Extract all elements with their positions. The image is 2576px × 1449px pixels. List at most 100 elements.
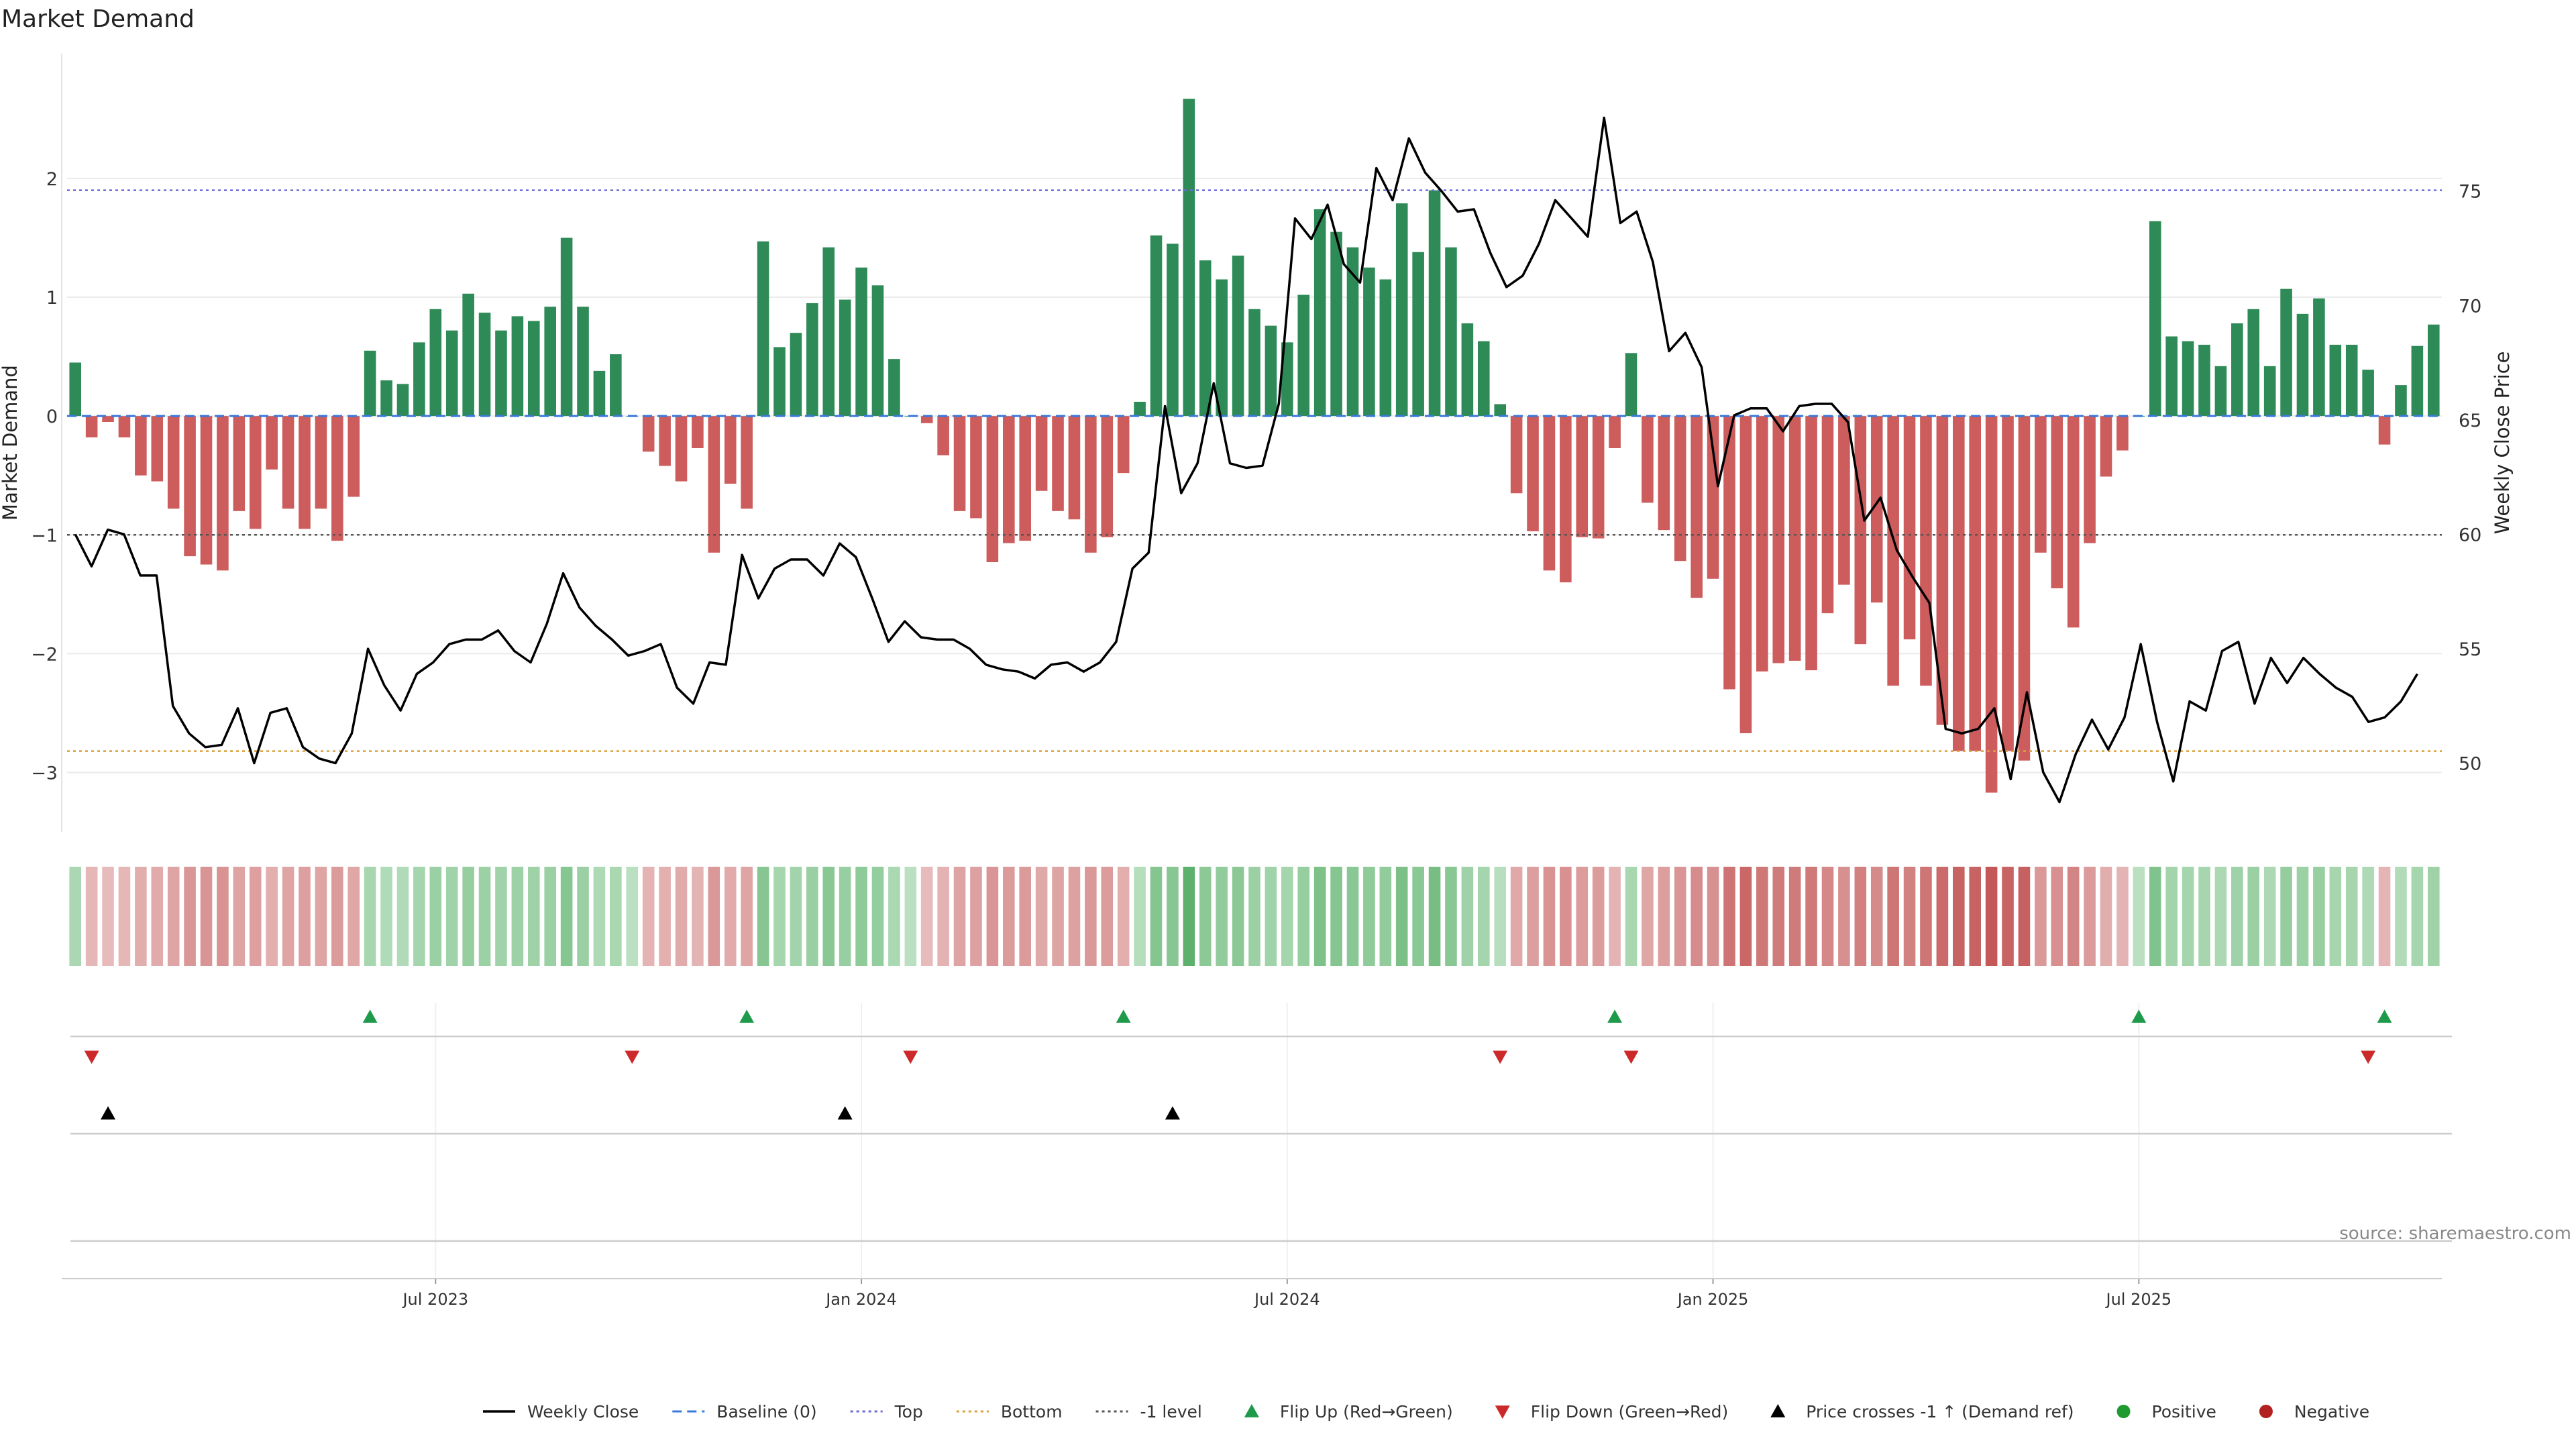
heat-cell [495,867,507,966]
heat-cell [757,867,769,966]
demand-bar [1953,416,1965,751]
demand-bars [69,99,2440,793]
demand-bar [560,237,573,417]
demand-bar [1248,309,1260,417]
legend-triangle-up-icon [1244,1404,1259,1417]
demand-bar [299,416,311,529]
flip-up-marker [1116,1010,1131,1023]
demand-bar [1134,401,1146,417]
demand-bar [1035,416,1048,491]
heat-cell [445,867,458,966]
heat-cell [167,867,180,966]
demand-bar [610,354,622,417]
demand-bar [1527,416,1539,531]
heat-cell [2280,867,2292,966]
demand-bar [1642,416,1654,503]
demand-bar [692,416,704,448]
legend-label: Flip Down (Green→Red) [1531,1402,1729,1421]
heat-cell [2133,867,2145,966]
heat-cell [1887,867,1899,966]
heat-cell [1101,867,1114,966]
heat-cell [1592,867,1605,966]
heat-cell [2329,867,2342,966]
demand-bar [2313,298,2325,417]
demand-bar [1609,416,1621,448]
demand-bar [1199,260,1212,417]
x-tick-label: Jul 2024 [1253,1290,1320,1309]
heat-cell [888,867,900,966]
heat-cell [102,867,114,966]
demand-bar [1870,416,1883,603]
demand-bar [2263,366,2276,417]
price-cross-marker [101,1106,116,1120]
heat-cell [544,867,556,966]
heat-cell [69,867,81,966]
demand-bar [577,307,589,417]
heat-cell [1985,867,1998,966]
heat-cell [855,867,867,966]
y2-tick-label: 55 [2459,639,2481,660]
heat-cell [135,867,147,966]
demand-bar [200,416,213,565]
heat-cell [741,867,753,966]
demand-bar [1019,416,1031,541]
demand-bar [1887,416,1899,686]
demand-bar [1461,323,1474,417]
demand-bar [986,416,999,562]
demand-bar [1281,342,1293,417]
heat-cell [970,867,982,966]
flip-up-marker [2377,1010,2392,1023]
heat-cell [1216,867,1228,966]
heat-cell [1003,867,1015,966]
heat-cell [1642,867,1654,966]
demand-bar [1412,252,1424,417]
demand-bar [1674,416,1686,561]
heat-cell [2214,867,2227,966]
legend-circle-icon [2116,1405,2131,1418]
flip-up-marker [1607,1010,1623,1023]
heat-cell [1690,867,1703,966]
y2-tick-label: 75 [2459,182,2481,203]
heat-cell [1560,867,1572,966]
y-tick-label: −2 [31,644,58,665]
heat-cell [659,867,671,966]
demand-bar [2345,344,2358,417]
demand-bar [1167,244,1179,417]
demand-bar [102,416,114,423]
heat-cell [1723,867,1735,966]
heat-cell [626,867,639,966]
heat-cell [249,867,262,966]
flip-down-marker [625,1051,640,1064]
heat-cell [806,867,818,966]
heat-cell [2165,867,2178,966]
heat-cell [118,867,131,966]
heat-cell [2198,867,2210,966]
heat-cell [1265,867,1277,966]
heat-cell [904,867,917,966]
demand-bar [1969,416,1981,751]
heat-cell [2247,867,2260,966]
demand-bar [2100,416,2112,477]
heat-cell [1527,867,1539,966]
demand-bar [495,330,507,417]
heat-cell [380,867,392,966]
demand-bar [445,330,458,417]
heat-cell [1346,867,1359,966]
demand-bar [1625,353,1638,417]
demand-bar [1690,416,1703,598]
demand-bar [1117,416,1130,474]
demand-bar [184,416,196,557]
heat-cell [1625,867,1638,966]
heat-cell [1805,867,1817,966]
demand-bar [364,350,376,417]
demand-bar [2378,416,2391,445]
demand-bar [937,416,949,455]
heat-cell [1281,867,1293,966]
demand-bar [217,416,229,571]
legend-label: Price crosses -1 ↑ (Demand ref) [1806,1402,2074,1421]
y2-tick-label: 70 [2459,296,2481,317]
demand-bar [2395,385,2407,417]
heat-cell [1510,867,1523,966]
demand-bar [2035,416,2047,553]
heat-cell [2018,867,2031,966]
